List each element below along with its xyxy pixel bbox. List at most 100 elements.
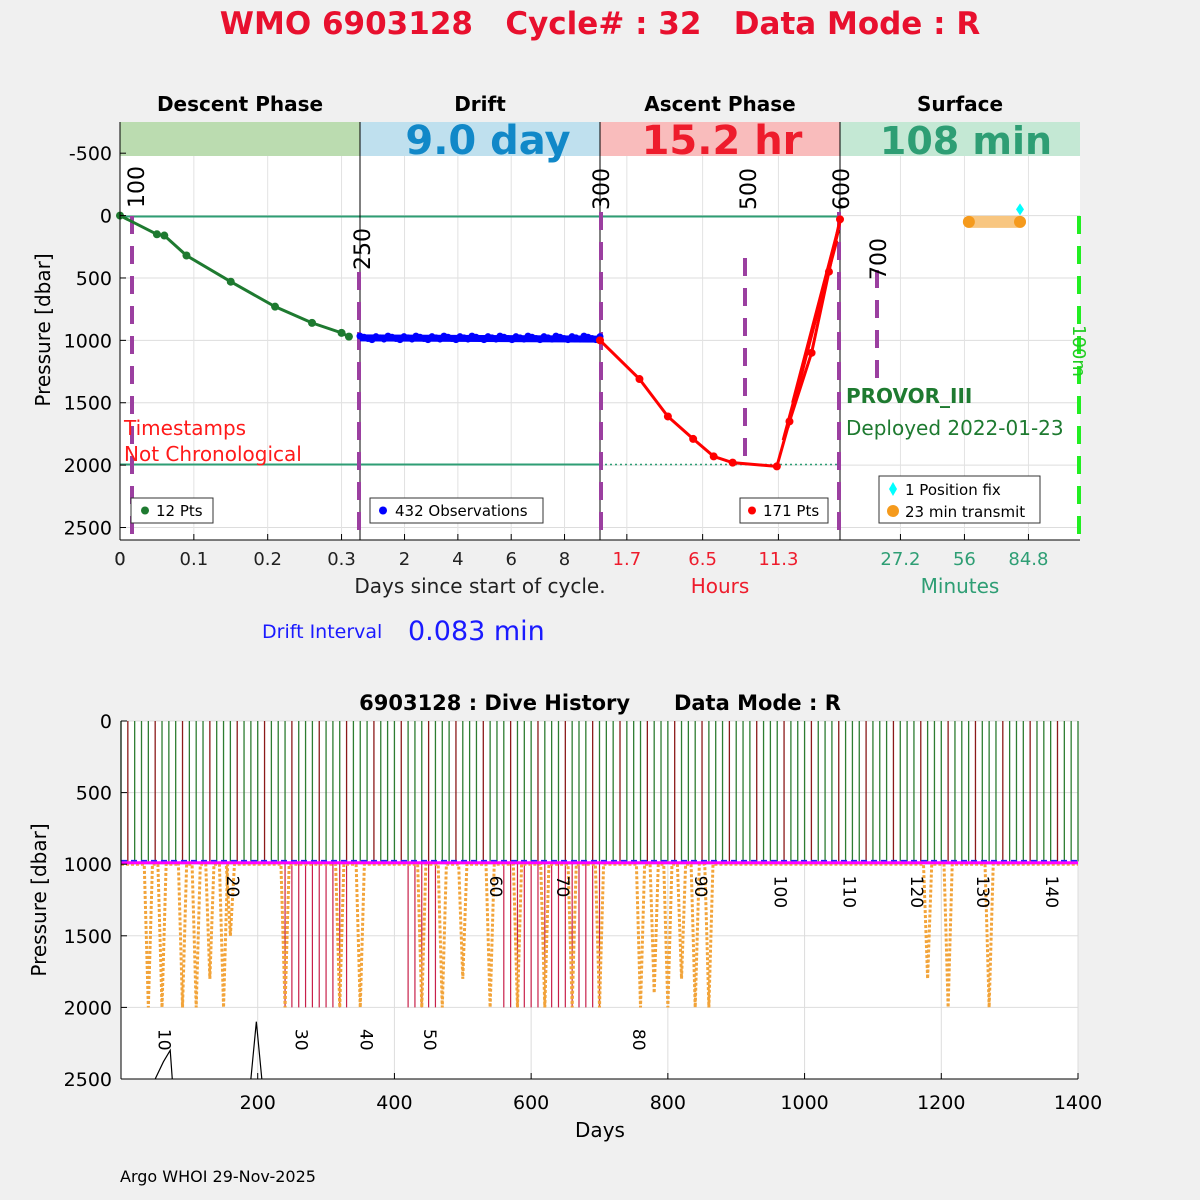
- data-point: [182, 251, 191, 260]
- legend-marker: [748, 506, 756, 515]
- cycle-label: 100: [769, 876, 789, 908]
- ascent-legend: 171 Pts: [739, 497, 829, 524]
- trajectory-line: [154, 1048, 173, 1080]
- y-tick-label: 1500: [64, 926, 112, 948]
- legend-marker: [141, 506, 149, 515]
- y-tick-label: 1500: [64, 393, 112, 415]
- y-tick-label: 2500: [64, 1069, 112, 1091]
- cycle-label: 110: [839, 876, 859, 908]
- x-tick-label: 6.5: [688, 549, 717, 570]
- dive-history-series: [121, 859, 1078, 1080]
- cycle-label: 120: [906, 876, 926, 908]
- x-axis-label-days: Days since start of cycle.: [354, 574, 605, 598]
- cycle-label: 80: [628, 1029, 648, 1051]
- drift-legend-label: 432 Observations: [395, 502, 528, 520]
- footer-credit: Argo WHOI 29-Nov-2025: [120, 1167, 316, 1186]
- warning-text-line1: Timestamps: [123, 416, 246, 440]
- x-tick-label: 56: [953, 549, 976, 570]
- data-point: [308, 318, 316, 327]
- position-fix-point: [1016, 203, 1024, 216]
- cycle-label: 30: [290, 1029, 310, 1051]
- cycle-profile-chart: Descent Phase Drift Ascent Phase Surface…: [31, 92, 1089, 598]
- y-tick-label: -500: [69, 143, 112, 165]
- ascent-duration: 15.2 hr: [642, 118, 803, 164]
- y-tick-label: 1000: [64, 854, 112, 876]
- x-tick-label: 2: [399, 549, 410, 570]
- x-tick-label: 0.1: [180, 549, 209, 570]
- x-tick-label: 200: [240, 1092, 276, 1114]
- surface-band: [840, 122, 1080, 156]
- x-tick-label: 27.2: [880, 549, 920, 570]
- data-point: [635, 375, 644, 384]
- marker-label-500: 500: [737, 168, 762, 210]
- data-point: [152, 230, 161, 239]
- y-tick-label: 500: [76, 783, 112, 805]
- data-point: [596, 336, 604, 345]
- surface-duration: 108 min: [880, 119, 1052, 163]
- ascent-legend-label: 171 Pts: [763, 502, 819, 520]
- x-tick-label: 1.7: [613, 549, 642, 570]
- surface-phase-title: Surface: [917, 92, 1003, 116]
- x-tick-label: 1000: [780, 1092, 828, 1114]
- drift-band: [360, 122, 600, 156]
- cycle-label: 20: [222, 876, 242, 898]
- surface-series: [962, 203, 1026, 228]
- marker-label-300: 300: [590, 168, 615, 210]
- cycle-label: 40: [355, 1029, 375, 1051]
- descent-band: [120, 122, 360, 156]
- descent-legend: 12 Pts: [130, 497, 214, 524]
- y-tick-label: 1000: [64, 330, 112, 352]
- x-tick-label: 800: [650, 1092, 686, 1114]
- y-tick-label: 2500: [64, 518, 112, 540]
- data-point: [807, 348, 816, 357]
- y-axis-ticks: -500 0 500 1000 1500 2000 2500: [64, 143, 126, 540]
- cycle-label: 70: [552, 876, 572, 898]
- data-point: [160, 231, 169, 240]
- x-tick-label: 0.2: [253, 549, 282, 570]
- y-axis-label: Pressure [dbar]: [27, 823, 51, 976]
- drift-duration: 9.0 day: [405, 118, 570, 164]
- marker-label-250: 250: [351, 228, 376, 270]
- transmit-point: [1014, 215, 1026, 228]
- x-tick-label: 0: [114, 549, 125, 570]
- series-line: [791, 221, 842, 404]
- x-axis-ticks: 0 0.1 0.2 0.3 2 4 6 8 1.7 6.5 11.3 27.2 56 84.80: [114, 534, 1048, 570]
- marker-label-100: 100: [125, 166, 150, 208]
- position-legend-label: 1 Position fix: [905, 481, 1001, 499]
- marker-label-600: 600: [830, 168, 855, 210]
- x-tick-label: 4: [452, 549, 463, 570]
- cycle-label: 10: [154, 1029, 174, 1051]
- drift-legend: 432 Observations: [369, 497, 544, 524]
- x-axis-label-minutes: Minutes: [921, 574, 1000, 598]
- marker-label-100m: 100m: [1068, 325, 1089, 377]
- position-fix-marker: [889, 482, 897, 496]
- cycle-label: 50: [419, 1029, 439, 1051]
- x-axis-label: Days: [575, 1118, 625, 1142]
- data-point: [709, 452, 718, 461]
- data-point: [344, 332, 353, 341]
- y-tick-label: 0: [100, 206, 112, 228]
- dive-history-chart: 6903128 : Dive History Data Mode : R 10 3…: [27, 691, 1102, 1142]
- transmit-legend-label: 23 min transmit: [905, 503, 1025, 521]
- marker-label-700: 700: [867, 238, 892, 280]
- drift-phase-title: Drift: [454, 92, 506, 116]
- y-axis-ticks: 0 500 1000 1500 2000 2500: [64, 711, 127, 1091]
- transmit-marker: [887, 505, 899, 517]
- trajectory-line: [250, 1021, 263, 1080]
- data-point: [663, 412, 672, 421]
- y-tick-label: 500: [76, 268, 112, 290]
- y-axis-label: Pressure [dbar]: [31, 253, 55, 406]
- descent-legend-label: 12 Pts: [156, 502, 203, 520]
- cycle-labels: 10 30 40 50 80 20 60 70 90 100 110 120 130 140: [154, 876, 1061, 1051]
- data-point: [337, 328, 346, 337]
- x-tick-label: 400: [376, 1092, 412, 1114]
- cycle-label: 130: [972, 876, 992, 908]
- data-point: [836, 215, 844, 224]
- legend-marker: [379, 506, 387, 515]
- x-tick-label: 84.8: [1008, 549, 1048, 570]
- warning-text-line2: Not Chronological: [124, 442, 302, 466]
- data-point: [271, 302, 280, 311]
- max-pressure-line: [121, 862, 1078, 1008]
- dive-history-title: 6903128 : Dive History Data Mode : R: [359, 691, 841, 715]
- cycle-label: 90: [690, 876, 710, 898]
